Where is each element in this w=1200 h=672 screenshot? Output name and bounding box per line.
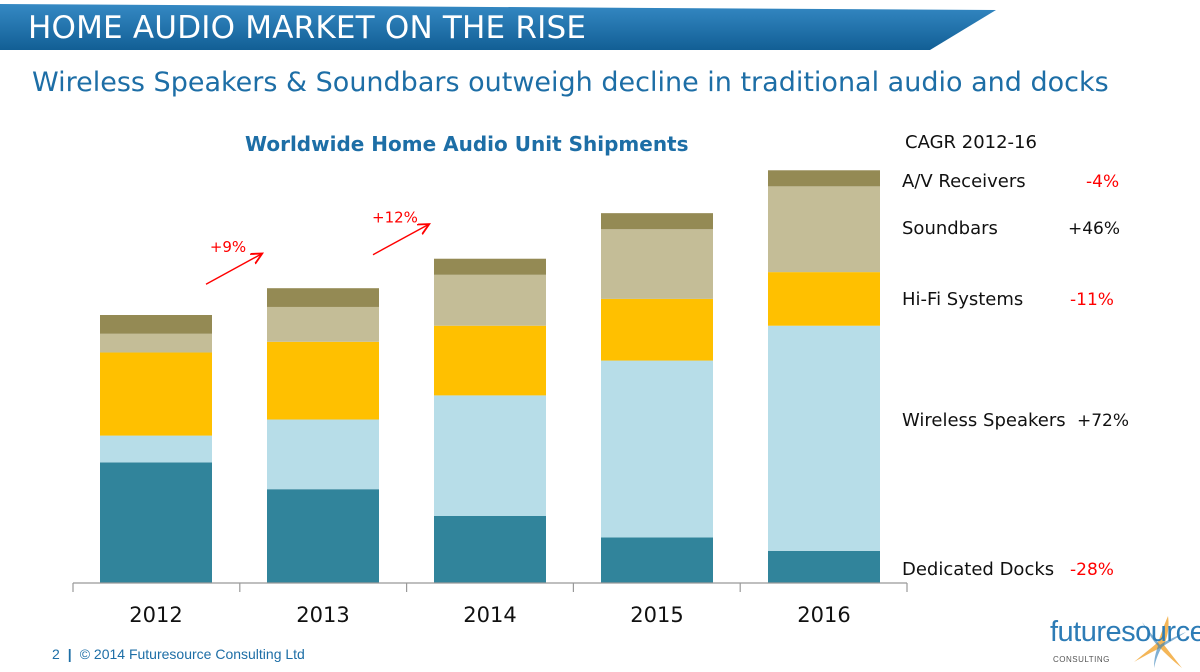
page-title: HOME AUDIO MARKET ON THE RISE	[28, 10, 587, 46]
cagr-label-wireless: Wireless Speakers	[902, 410, 1066, 431]
cagr-heading: CAGR 2012-16	[905, 132, 1037, 153]
bar-segment-a-v-receivers-2012	[100, 315, 212, 334]
x-tick-label-2014: 2014	[463, 603, 516, 627]
copyright: © 2014 Futuresource Consulting Ltd	[79, 646, 305, 662]
growth-arrow-2	[372, 225, 428, 256]
bar-segment-hi-fi-systems-2015	[601, 298, 713, 361]
bar-segment-a-v-receivers-2014	[434, 258, 546, 275]
x-tick-label-2016: 2016	[797, 603, 850, 627]
cagr-label-av-receivers: A/V Receivers	[902, 171, 1026, 192]
cagr-value-wireless: +72%	[1077, 411, 1130, 431]
chart-title: Worldwide Home Audio Unit Shipments	[245, 132, 689, 156]
cagr-label-docks: Dedicated Docks	[902, 559, 1055, 580]
x-tick-label-2015: 2015	[630, 603, 683, 627]
bar-segment-dedicated-docks-2015	[601, 537, 713, 583]
logo-star-icon	[1134, 616, 1186, 668]
x-axis: 2012 2013 2014 2015 2016	[72, 582, 908, 627]
cagr-label-soundbars: Soundbars	[902, 218, 998, 239]
growth-arrow-1	[205, 254, 261, 285]
footer: 2 | © 2014 Futuresource Consulting Ltd	[52, 646, 305, 662]
bar-segment-hi-fi-systems-2014	[434, 325, 546, 396]
bar-segment-a-v-receivers-2015	[601, 213, 713, 230]
cagr-value-soundbars: +46%	[1068, 219, 1121, 239]
futuresource-logo: futuresource CONSULTING	[1040, 612, 1200, 670]
bar-segment-wireless-speakers-2012	[100, 435, 212, 463]
growth-label-2: +12%	[372, 209, 418, 227]
bar-segment-wireless-speakers-2014	[434, 395, 546, 516]
cagr-value-hifi: -11%	[1070, 290, 1114, 310]
bar-group	[100, 170, 880, 583]
cagr-value-av-receivers: -4%	[1086, 172, 1120, 192]
bar-segment-soundbars-2014	[434, 274, 546, 326]
bar-segment-soundbars-2016	[768, 186, 880, 273]
bar-segment-soundbars-2015	[601, 229, 713, 299]
bar-segment-hi-fi-systems-2016	[768, 272, 880, 326]
bar-segment-dedicated-docks-2016	[768, 550, 880, 583]
cagr-value-docks: -28%	[1070, 560, 1114, 580]
page-number: 2	[52, 646, 60, 662]
logo-subtext: CONSULTING	[1053, 655, 1110, 664]
banner-shape	[0, 4, 996, 50]
bar-segment-hi-fi-systems-2013	[267, 341, 379, 420]
bar-segment-soundbars-2012	[100, 333, 212, 353]
x-tick-label-2012: 2012	[129, 603, 182, 627]
page-subtitle: Wireless Speakers & Soundbars outweigh d…	[32, 67, 1109, 98]
bar-segment-a-v-receivers-2013	[267, 288, 379, 307]
bar-segment-wireless-speakers-2016	[768, 325, 880, 551]
bar-segment-hi-fi-systems-2012	[100, 352, 212, 436]
cagr-label-hifi: Hi-Fi Systems	[902, 289, 1024, 310]
bar-segment-wireless-speakers-2015	[601, 360, 713, 538]
x-tick-label-2013: 2013	[296, 603, 349, 627]
title-banner: HOME AUDIO MARKET ON THE RISE	[0, 4, 1000, 50]
logo-wordmark: futuresource	[1050, 616, 1200, 648]
footer-separator: |	[67, 646, 72, 662]
bar-segment-a-v-receivers-2016	[768, 170, 880, 187]
growth-label-1: +9%	[210, 238, 246, 256]
bar-segment-soundbars-2013	[267, 306, 379, 342]
bar-segment-dedicated-docks-2012	[100, 462, 212, 583]
bar-segment-wireless-speakers-2013	[267, 419, 379, 490]
growth-annotations: +9% +12%	[205, 209, 428, 285]
bar-segment-dedicated-docks-2014	[434, 516, 546, 583]
bar-segment-dedicated-docks-2013	[267, 489, 379, 583]
